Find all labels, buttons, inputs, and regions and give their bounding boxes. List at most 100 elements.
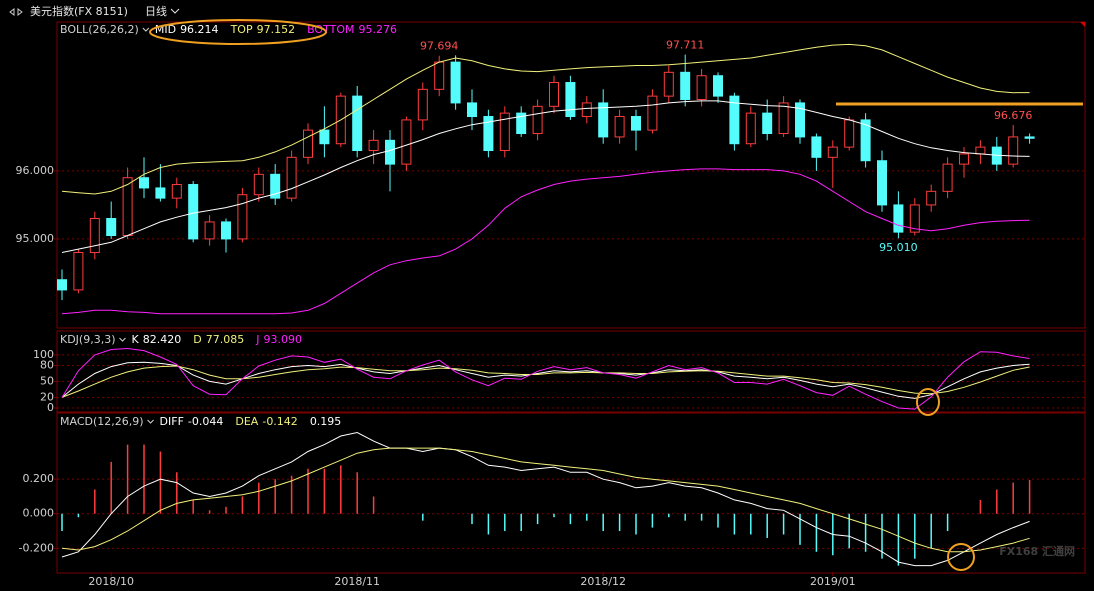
indicator-line	[61, 43, 1030, 195]
legend-value: 0.195	[310, 415, 342, 428]
indicator-line	[61, 168, 1030, 315]
indicator-name: MACD(12,26,9)	[60, 415, 144, 428]
candle-body	[663, 71, 674, 97]
candle-body	[171, 184, 182, 199]
candle-body	[1008, 136, 1019, 165]
x-tick-label: 2018/11	[334, 575, 380, 588]
x-tick-label: 2018/10	[88, 575, 134, 588]
macd-panel	[56, 412, 1086, 574]
candle-body	[680, 71, 691, 101]
candle-body	[926, 190, 937, 206]
candle-body	[975, 146, 986, 155]
indicator-menu[interactable]	[147, 419, 154, 424]
candle-body	[499, 112, 510, 152]
candle-body	[467, 102, 477, 118]
candle-body	[942, 163, 953, 192]
y-tick-label: 95.000	[16, 232, 55, 245]
price-panel	[56, 21, 1086, 329]
extreme-label: 97.694	[420, 40, 459, 53]
highlight-circle	[916, 388, 940, 416]
x-tick-label: 2018/12	[580, 575, 626, 588]
candle-body	[909, 204, 920, 233]
candle-body	[401, 119, 412, 165]
candle-body	[581, 102, 592, 118]
candle-body	[811, 136, 822, 158]
candle-body	[352, 95, 363, 152]
legend-name: BOTTOM	[307, 23, 354, 36]
y-tick-label: 0.000	[23, 507, 55, 520]
candle-body	[860, 119, 871, 162]
candle-body	[959, 153, 969, 165]
highlight-circle	[947, 543, 975, 571]
indicator-line	[61, 365, 1030, 398]
y-tick-label: 0	[47, 401, 54, 414]
dropdown-arrow[interactable]	[170, 8, 180, 14]
indicator-menu[interactable]	[142, 27, 150, 32]
legend-value: 97.152	[257, 23, 296, 36]
candle-body	[532, 105, 543, 135]
extreme-label: 96.676	[994, 109, 1033, 122]
extreme-label: 95.010	[879, 241, 918, 254]
candle-body	[795, 102, 805, 138]
candle-body	[286, 156, 297, 199]
candle-body	[122, 177, 133, 237]
candle-body	[762, 112, 773, 135]
kdj-panel	[56, 330, 1086, 413]
candle-body	[385, 139, 395, 165]
candle-body	[516, 112, 527, 135]
y-tick-label: 20	[40, 390, 54, 403]
candle-body	[631, 116, 641, 131]
candle-body	[483, 116, 494, 152]
legend-value: 93.090	[263, 333, 302, 346]
y-tick-label: 0.200	[23, 472, 55, 485]
candle-body	[598, 102, 609, 138]
candle-body	[204, 221, 215, 240]
candle-body	[729, 95, 740, 145]
candle-body	[778, 102, 789, 135]
legend-name: DIFF	[160, 415, 184, 428]
candle-body	[450, 61, 461, 104]
corner-marker	[1080, 22, 1085, 27]
candle-body	[713, 75, 723, 97]
indicator-line	[61, 361, 1030, 399]
legend-value: 77.085	[206, 333, 245, 346]
candle-body	[877, 160, 887, 206]
candle-body	[827, 146, 838, 158]
candle-body	[368, 139, 379, 152]
candle-body	[614, 116, 625, 138]
candle-body	[57, 279, 67, 291]
candle-body	[188, 184, 199, 240]
period-select[interactable]: 日线	[145, 4, 167, 18]
toolbar-icon[interactable]	[9, 8, 23, 16]
indicator-line	[61, 347, 1030, 410]
y-tick-label: 100	[33, 348, 54, 361]
y-tick-label: -0.200	[19, 541, 54, 554]
indicator-line	[61, 447, 1030, 553]
candle-body	[303, 129, 313, 158]
watermark: FX168 汇通网	[999, 545, 1075, 558]
candle-body	[844, 119, 855, 148]
highlight-ellipse	[149, 19, 327, 45]
indicator-name: KDJ(9,3,3)	[60, 333, 116, 346]
legend-value: -0.142	[262, 415, 297, 428]
candle-body	[155, 187, 166, 199]
candle-body	[106, 218, 117, 237]
y-tick-label: 50	[40, 374, 54, 387]
candle-body	[89, 218, 100, 254]
candle-body	[319, 129, 330, 145]
candle-body	[647, 95, 658, 131]
legend-value: 82.420	[143, 333, 182, 346]
legend-value: -0.044	[188, 415, 223, 428]
candle-body	[237, 194, 248, 240]
candle-body	[253, 173, 264, 196]
candle-body	[1024, 136, 1035, 139]
indicator-name: BOLL(26,26,2)	[60, 23, 139, 36]
y-tick-label: 80	[40, 358, 54, 371]
legend-name: DEA	[235, 415, 258, 428]
legend-name: J	[255, 333, 259, 346]
indicator-menu[interactable]	[119, 337, 126, 342]
